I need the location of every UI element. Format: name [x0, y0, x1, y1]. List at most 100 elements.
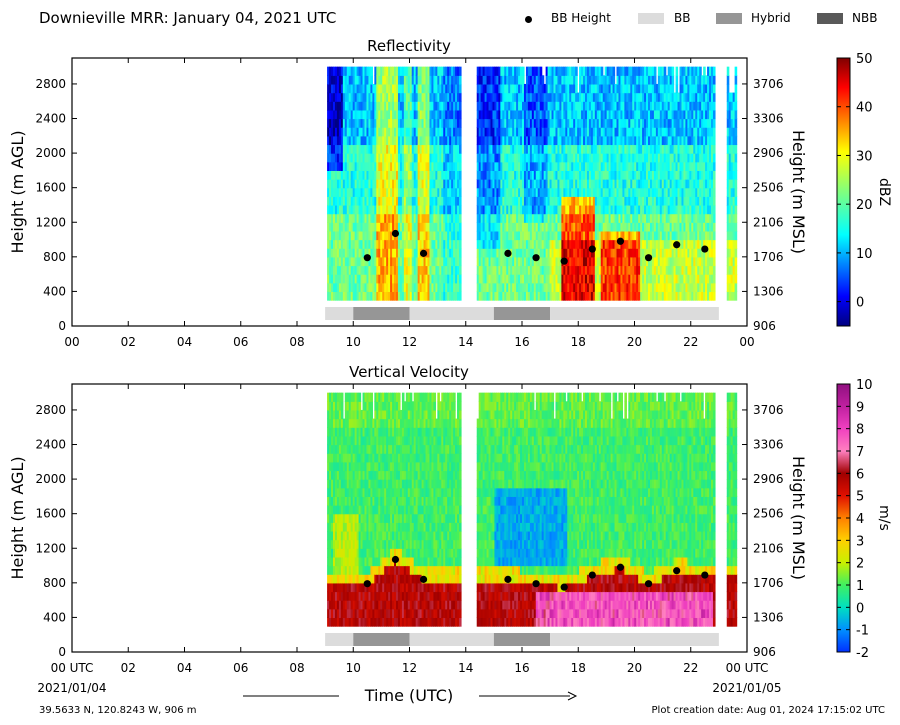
heatmap-cell [384, 92, 387, 102]
heatmap-cell [522, 161, 525, 171]
heatmap-cell [547, 239, 551, 249]
heatmap-cell [569, 291, 572, 301]
heatmap-cell [559, 265, 562, 275]
heatmap-cell [697, 204, 700, 215]
heatmap-cell [397, 179, 401, 189]
heatmap-cell [502, 187, 505, 197]
heatmap-cell [557, 153, 561, 163]
heatmap-cell [557, 256, 561, 267]
heatmap-cell [366, 83, 370, 94]
heatmap-cell [396, 161, 399, 171]
heatmap-cell [616, 256, 620, 267]
heatmap-cell [386, 109, 389, 120]
heatmap-cell [525, 213, 529, 223]
heatmap-cell [659, 83, 663, 94]
heatmap-cell [592, 179, 596, 189]
heatmap-cell [427, 153, 431, 163]
heatmap-cell [586, 282, 590, 293]
heatmap-cell [356, 92, 360, 102]
heatmap-cell [368, 187, 372, 197]
heatmap-cell [665, 118, 669, 128]
heatmap-cell [543, 153, 547, 163]
heatmap-cell [382, 230, 385, 241]
heatmap-cell [455, 230, 458, 241]
heatmap-cell [340, 239, 344, 249]
heatmap-cell [600, 256, 604, 267]
heatmap-cell [673, 282, 677, 293]
heatmap-cell [571, 282, 574, 293]
heatmap-cell [372, 83, 375, 94]
heatmap-cell [512, 265, 515, 275]
heatmap-cell [669, 187, 673, 197]
heatmap-cell [705, 222, 708, 232]
heatmap-cell [571, 144, 574, 154]
heatmap-cell [681, 239, 685, 249]
heatmap-cell [549, 127, 553, 137]
heatmap-cell [561, 274, 564, 284]
heatmap-cell [602, 109, 606, 120]
heatmap-cell [516, 153, 519, 163]
heatmap-cell [705, 127, 708, 137]
heatmap-cell [701, 135, 704, 146]
heatmap-cell [527, 256, 531, 267]
heatmap-cell [364, 187, 368, 197]
heatmap-cell [592, 101, 596, 111]
heatmap-cell [527, 291, 531, 301]
heatmap-cell [640, 66, 643, 76]
heatmap-cell [476, 83, 480, 94]
heatmap-cell [338, 66, 342, 76]
heatmap-cell [598, 83, 602, 94]
heatmap-cell [590, 170, 594, 180]
heatmap-cell [669, 101, 673, 111]
heatmap-cell [594, 291, 598, 301]
heatmap-cell [394, 75, 397, 85]
heatmap-cell [459, 256, 462, 267]
heatmap-cell [502, 75, 505, 85]
heatmap-cell [632, 66, 635, 76]
heatmap-cell [545, 101, 549, 111]
heatmap-cell [659, 265, 663, 275]
heatmap-cell [327, 256, 330, 267]
heatmap-cell [657, 83, 661, 94]
heatmap-cell [429, 204, 433, 215]
heatmap-cell [695, 101, 698, 111]
heatmap-cell [512, 92, 515, 102]
heatmap-cell [675, 291, 679, 301]
heatmap-cell [482, 135, 486, 146]
heatmap-cell [372, 213, 375, 223]
heatmap-cell [598, 187, 602, 197]
heatmap-cell [344, 196, 348, 206]
heatmap-cell [441, 83, 444, 94]
heatmap-cell [334, 230, 338, 241]
heatmap-cell [638, 248, 641, 258]
heatmap-cell [557, 196, 561, 206]
heatmap-cell [561, 118, 564, 128]
heatmap-cell [559, 196, 562, 206]
heatmap-cell [518, 196, 521, 206]
heatmap-cell [529, 153, 533, 163]
heatmap-cell [588, 135, 592, 146]
heatmap-cell [476, 230, 480, 241]
heatmap-cell [372, 170, 375, 180]
heatmap-cell [346, 291, 350, 301]
heatmap-cell [679, 179, 683, 189]
heatmap-cell [342, 127, 346, 137]
heatmap-cell [356, 230, 360, 241]
heatmap-cell [419, 230, 423, 241]
heatmap-cell [649, 213, 653, 223]
heatmap-cell [484, 248, 488, 258]
heatmap-cell [549, 118, 553, 128]
heatmap-cell [581, 118, 584, 128]
heatmap-cell [701, 83, 704, 94]
heatmap-cell [649, 109, 653, 120]
heatmap-cell [655, 222, 659, 232]
heatmap-cell [423, 101, 427, 111]
heatmap-cell [522, 230, 525, 241]
heatmap-cell [533, 109, 537, 120]
heatmap-cell [583, 179, 586, 189]
heatmap-cell [533, 127, 537, 137]
heatmap-cell [602, 118, 606, 128]
heatmap-cell [626, 274, 629, 284]
heatmap-cell [329, 256, 332, 267]
heatmap-cell [486, 135, 490, 146]
